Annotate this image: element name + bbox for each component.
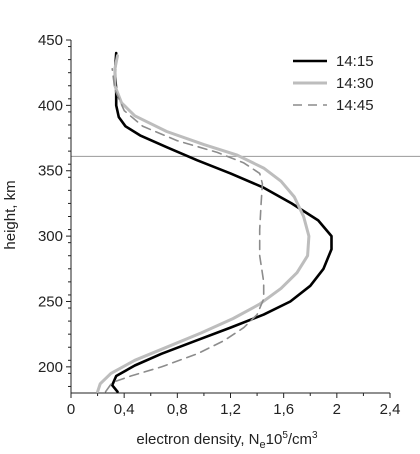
x-tick-label: 0,4	[114, 401, 135, 418]
series-layer	[96, 51, 333, 394]
axes: 0 0,4 0,8 1,2 1,6 2 2,4 200 250 300 350 400 450	[38, 32, 420, 418]
x-tick-label: 1,6	[273, 401, 294, 418]
x-tick-label: 0	[67, 401, 75, 418]
y-tick-label: 250	[38, 293, 63, 310]
y-tick-label: 200	[38, 359, 63, 376]
y-tick-label: 450	[38, 32, 63, 49]
legend-label: 14:15	[336, 53, 374, 70]
series-line-1445	[104, 68, 265, 393]
legend: 14:15 14:30 14:45	[293, 53, 374, 114]
y-axis-label: height, km	[2, 180, 19, 249]
y-tick-label: 400	[38, 97, 63, 114]
series-line-1415	[110, 51, 333, 393]
x-tick-label: 0,8	[167, 401, 188, 418]
x-tick-label: 1,2	[220, 401, 241, 418]
y-tick-label: 350	[38, 163, 63, 180]
legend-label: 14:45	[336, 97, 374, 114]
x-tick-label: 2,4	[380, 401, 401, 418]
x-tick-label: 2	[333, 401, 341, 418]
x-axis-label: electron density, Ne105/cm3	[136, 430, 318, 451]
legend-label: 14:30	[336, 75, 374, 92]
y-tick-label: 300	[38, 228, 63, 245]
series-line-1430	[96, 54, 311, 394]
